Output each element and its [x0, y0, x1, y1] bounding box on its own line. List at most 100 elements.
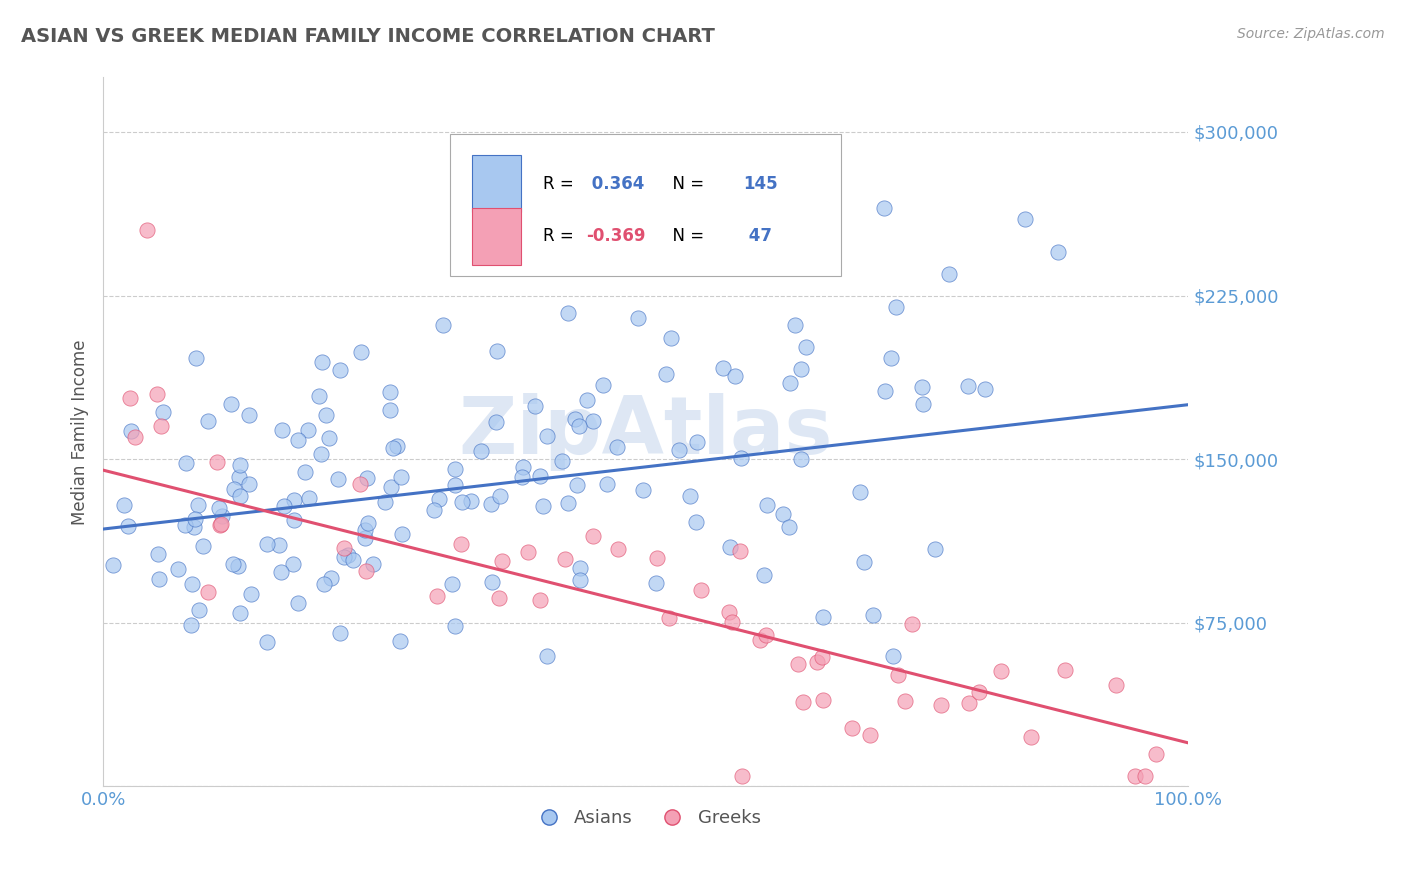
Legend: Asians, Greeks: Asians, Greeks	[523, 802, 768, 834]
Point	[101, 558, 124, 573]
Point	[884, 300, 907, 314]
Point	[529, 469, 551, 483]
Point	[238, 408, 260, 422]
Point	[536, 429, 558, 443]
Point	[391, 527, 413, 541]
Point	[118, 391, 141, 405]
Point	[479, 497, 502, 511]
Point	[880, 351, 903, 365]
Point	[297, 423, 319, 437]
Point	[429, 492, 451, 507]
Point	[385, 438, 408, 452]
Point	[1014, 212, 1036, 227]
Point	[990, 665, 1012, 679]
Point	[911, 397, 934, 411]
Point	[717, 605, 740, 619]
Point	[146, 386, 169, 401]
Point	[929, 698, 952, 713]
Point	[711, 360, 734, 375]
Point	[256, 536, 278, 550]
Point	[378, 402, 401, 417]
Point	[426, 589, 449, 603]
Point	[811, 650, 834, 665]
Point	[423, 503, 446, 517]
Text: ZipAtlas: ZipAtlas	[458, 393, 832, 471]
Point	[174, 456, 197, 470]
Point	[645, 550, 668, 565]
Text: -0.369: -0.369	[586, 227, 645, 245]
Point	[353, 531, 375, 545]
Point	[374, 495, 396, 509]
Point	[911, 380, 934, 394]
Text: 0.364: 0.364	[586, 175, 644, 193]
Point	[627, 311, 650, 326]
FancyBboxPatch shape	[450, 134, 841, 276]
Point	[356, 471, 378, 485]
Point	[208, 500, 231, 515]
FancyBboxPatch shape	[472, 208, 520, 265]
Point	[470, 444, 492, 458]
Point	[786, 657, 808, 672]
Point	[333, 541, 356, 555]
Point	[790, 362, 813, 376]
Point	[451, 495, 474, 509]
Point	[197, 585, 219, 599]
Point	[485, 415, 508, 429]
Point	[517, 545, 540, 559]
Point	[135, 223, 157, 237]
Point	[778, 519, 800, 533]
Point	[841, 721, 863, 735]
Point	[481, 574, 503, 589]
Point	[222, 482, 245, 496]
Point	[148, 572, 170, 586]
Point	[686, 435, 709, 450]
Point	[901, 617, 924, 632]
Point	[256, 635, 278, 649]
Point	[443, 478, 465, 492]
Text: R =: R =	[543, 227, 578, 245]
Point	[197, 414, 219, 428]
Point	[685, 515, 707, 529]
Point	[124, 430, 146, 444]
Point	[562, 256, 585, 270]
Point	[450, 537, 472, 551]
Point	[180, 577, 202, 591]
Point	[756, 498, 779, 512]
Point	[361, 557, 384, 571]
Point	[337, 548, 360, 562]
Point	[444, 462, 467, 476]
FancyBboxPatch shape	[472, 155, 520, 212]
Point	[811, 609, 834, 624]
Point	[967, 684, 990, 698]
Point	[887, 667, 910, 681]
Point	[226, 558, 249, 573]
Point	[806, 655, 828, 669]
Point	[308, 389, 330, 403]
Point	[849, 485, 872, 500]
Point	[582, 529, 605, 543]
Point	[524, 399, 547, 413]
Point	[567, 478, 589, 492]
Point	[112, 498, 135, 512]
Point	[287, 434, 309, 448]
Point	[270, 423, 292, 437]
Point	[557, 495, 579, 509]
Point	[180, 617, 202, 632]
Point	[318, 431, 340, 445]
Text: N =: N =	[662, 175, 709, 193]
Point	[381, 441, 404, 455]
Point	[152, 405, 174, 419]
Point	[924, 542, 946, 557]
Point	[488, 591, 510, 605]
Point	[512, 459, 534, 474]
Point	[772, 507, 794, 521]
Point	[228, 606, 250, 620]
Point	[813, 693, 835, 707]
Point	[568, 418, 591, 433]
Point	[183, 519, 205, 533]
Point	[321, 571, 343, 585]
Point	[283, 493, 305, 508]
Point	[209, 517, 232, 532]
Point	[957, 696, 980, 710]
Point	[389, 470, 412, 484]
